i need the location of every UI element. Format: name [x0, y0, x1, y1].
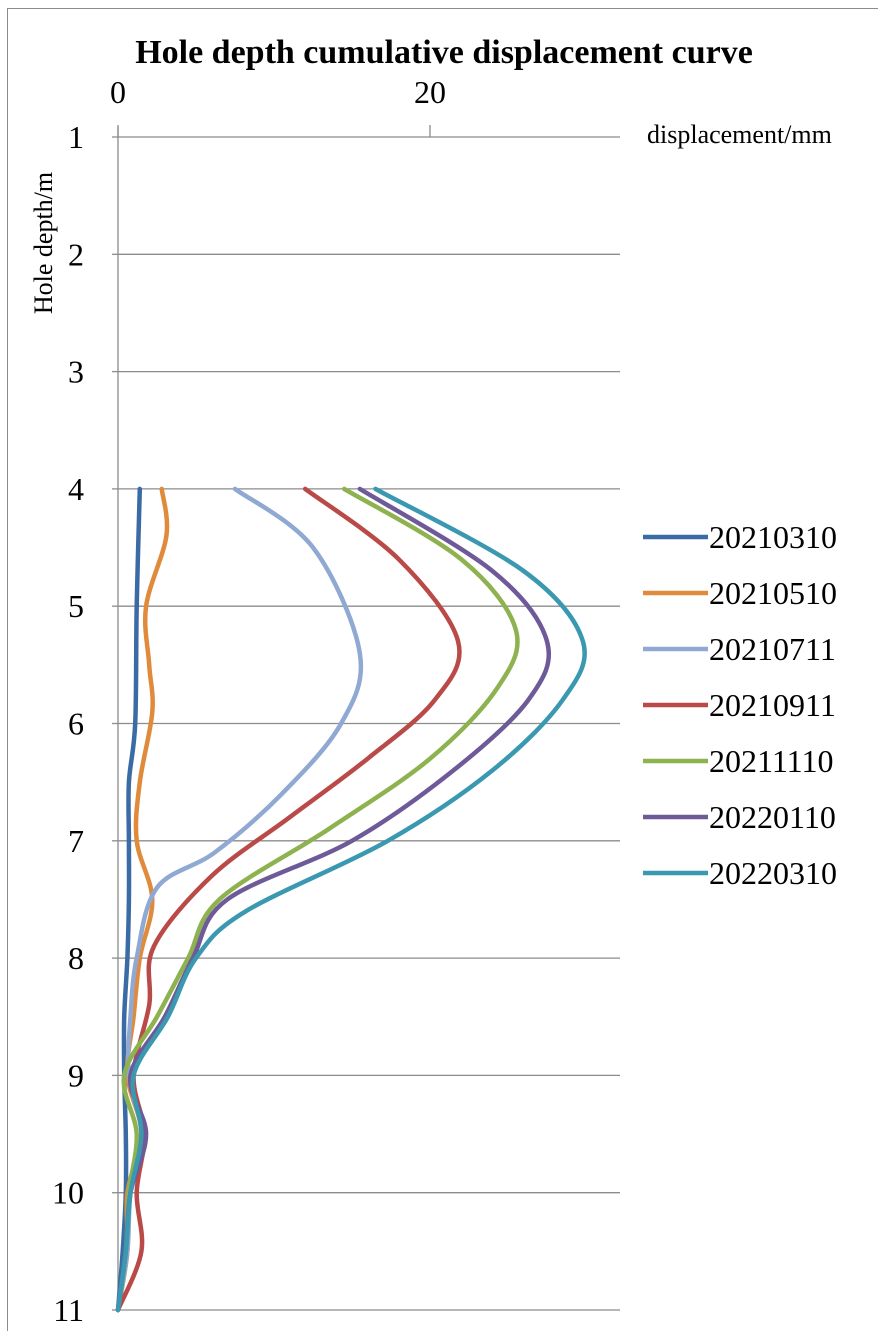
legend: 20210310 20210510 20210711 20210911 20211110… — [643, 519, 837, 891]
y-tick-label-8: 8 — [68, 940, 84, 976]
series-line-20220310 — [115, 486, 587, 1313]
y-tick-label-7: 7 — [68, 823, 84, 859]
legend-label-20220110: 20220110 — [709, 799, 836, 835]
series-line-20220110 — [115, 486, 552, 1313]
series-line-20210911 — [115, 486, 462, 1313]
y-tick-label-9: 9 — [68, 1057, 84, 1093]
x-axis-label: displacement/mm — [647, 120, 832, 149]
y-tick-label-4: 4 — [68, 471, 84, 507]
legend-label-20210510: 20210510 — [709, 575, 837, 611]
x-tick-label-20: 20 — [414, 74, 446, 110]
grid-lines — [118, 136, 620, 1311]
x-tick-label-0: 0 — [110, 74, 126, 110]
legend-label-20210911: 20210911 — [709, 687, 836, 723]
y-tick-label-11: 11 — [53, 1292, 84, 1328]
y-tick-label-1: 1 — [68, 119, 84, 155]
legend-label-20210711: 20210711 — [709, 631, 836, 667]
y-tick-label-2: 2 — [68, 236, 84, 272]
y-tick-label-6: 6 — [68, 706, 84, 742]
y-tick-label-3: 3 — [68, 354, 84, 390]
y-axis-label: Hole depth/m — [29, 172, 58, 314]
y-tick-label-5: 5 — [68, 588, 84, 624]
chart-frame — [7, 8, 878, 1331]
legend-label-20210310: 20210310 — [709, 519, 837, 555]
series-line-20211110 — [115, 486, 520, 1313]
series-lines — [115, 486, 587, 1313]
legend-label-20211110: 20211110 — [709, 743, 833, 779]
legend-label-20220310: 20220310 — [709, 855, 837, 891]
y-tick-label-10: 10 — [52, 1175, 84, 1211]
tick-labels: 1 2 3 4 5 6 7 8 9 10 11 0 20 — [52, 74, 446, 1328]
chart-title: Hole depth cumulative displacement curve — [135, 34, 753, 71]
axes — [112, 125, 431, 1311]
